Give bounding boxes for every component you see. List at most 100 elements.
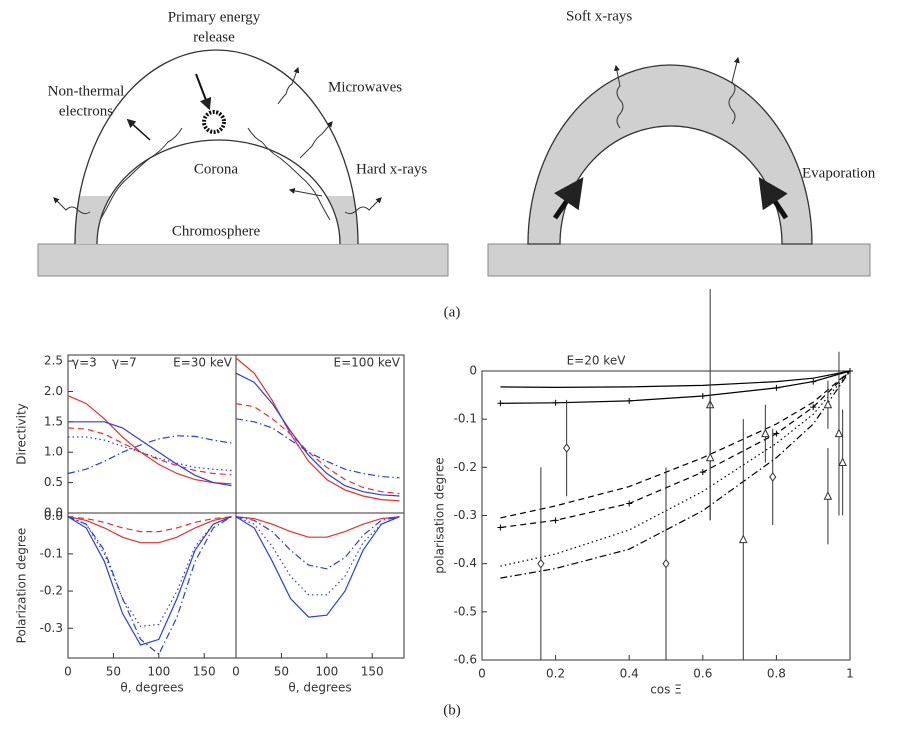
arrow xyxy=(288,187,323,197)
series-line xyxy=(67,516,232,544)
electron-path xyxy=(247,127,331,221)
ground xyxy=(37,243,449,277)
label: Non-thermal xyxy=(48,83,125,99)
xray-arrow xyxy=(728,56,740,125)
inner-loop xyxy=(96,139,341,245)
series-line xyxy=(68,436,232,472)
label: release xyxy=(193,29,235,45)
data-point xyxy=(705,452,715,462)
annotation: γ=7 xyxy=(112,356,137,370)
y-tick-label: -0.2 xyxy=(40,584,63,598)
series-line xyxy=(235,516,400,570)
series-line xyxy=(235,516,400,538)
x-tick-label: 0.6 xyxy=(693,667,712,681)
series-line xyxy=(500,370,851,389)
data-point xyxy=(823,491,833,500)
y-tick-label: -0.6 xyxy=(454,653,477,667)
point-marker xyxy=(773,430,780,437)
label: Evaporation xyxy=(802,165,876,181)
series-line xyxy=(235,516,400,618)
series-line xyxy=(68,421,232,487)
series-line xyxy=(67,516,232,533)
y-tick-label: -0.1 xyxy=(40,546,63,560)
annotation: E=30 keV xyxy=(173,356,233,370)
point-marker xyxy=(699,393,706,400)
series-line xyxy=(67,516,232,646)
point-marker xyxy=(552,517,559,524)
panel-label: (a) xyxy=(444,304,461,320)
xray-arrow xyxy=(344,197,382,215)
data-point xyxy=(838,457,847,467)
data-point xyxy=(537,558,545,569)
x-axis-label: cos Ξ xyxy=(650,683,682,697)
series-line xyxy=(235,403,400,495)
xray-arrow xyxy=(613,64,624,129)
data-point xyxy=(738,534,748,544)
y-tick-label: 0.5 xyxy=(44,475,63,489)
series-line xyxy=(235,357,400,502)
microwave-arrow xyxy=(299,121,333,159)
y-tick-label: 2.0 xyxy=(44,384,63,398)
y-tick-label: 1.0 xyxy=(44,445,63,459)
y-tick-label: -0.3 xyxy=(454,508,477,522)
loop xyxy=(527,64,813,245)
y-tick-label: -0.1 xyxy=(454,412,477,426)
energy-release xyxy=(202,110,226,134)
point-marker xyxy=(626,500,633,507)
series-line xyxy=(67,516,232,628)
data-point xyxy=(823,399,833,409)
point-marker xyxy=(810,404,817,411)
x-tick-label: 0.8 xyxy=(767,667,786,681)
label: Chromosphere xyxy=(172,223,261,239)
x-tick-label: 150 xyxy=(193,665,216,679)
x-tick-label: 1 xyxy=(846,667,854,681)
microwave-arrow xyxy=(277,66,300,105)
x-tick-label: 50 xyxy=(274,665,289,679)
x-tick-label: 0 xyxy=(478,667,486,681)
point-marker xyxy=(552,399,559,406)
point-marker xyxy=(497,524,504,531)
ground xyxy=(487,243,871,277)
y-axis-label: Polarization degree xyxy=(15,528,29,644)
evaporation-arrow xyxy=(552,177,584,220)
point-marker xyxy=(699,469,706,476)
y-tick-label: -0.2 xyxy=(454,460,477,474)
xray-arrow xyxy=(53,197,91,215)
plot-frame xyxy=(235,512,405,659)
data-point xyxy=(563,443,571,453)
point-marker xyxy=(773,384,780,391)
label: Soft x-rays xyxy=(566,8,632,24)
y-axis-label: Directivity xyxy=(15,403,29,465)
series-line xyxy=(67,427,232,476)
series-line xyxy=(500,370,851,579)
y-tick-label: -0.3 xyxy=(40,621,63,635)
data-point xyxy=(769,472,777,482)
label: Microwaves xyxy=(328,79,402,95)
data-point xyxy=(761,428,770,438)
panel-label: (b) xyxy=(443,702,461,718)
label: electrons xyxy=(59,103,113,119)
x-tick-label: 50 xyxy=(106,665,121,679)
point-marker xyxy=(626,397,633,404)
point-marker xyxy=(847,368,853,374)
annotation: E=100 keV xyxy=(334,356,401,370)
series-line xyxy=(500,370,851,529)
series-line xyxy=(235,372,400,497)
data-point xyxy=(662,558,670,569)
outer-loop xyxy=(74,49,359,245)
annotation: γ=3 xyxy=(72,356,97,370)
series-line xyxy=(67,435,232,475)
x-tick-label: 0 xyxy=(232,665,240,679)
plot-frame xyxy=(67,354,237,514)
series-line xyxy=(500,370,851,567)
y-tick-label: 0.0 xyxy=(44,509,63,523)
y-tick-label: 0 xyxy=(469,364,477,378)
flare-diagram-left: Primary energy release Non-thermal elect… xyxy=(37,9,449,277)
flare-diagram-right: Soft x-rays Evaporation xyxy=(487,8,876,277)
series-line xyxy=(67,516,232,656)
x-tick-label: 0.2 xyxy=(546,667,565,681)
chart-title: E=20 keV xyxy=(567,354,627,368)
y-tick-label: 0.0 xyxy=(44,506,63,520)
x-tick-label: 0.4 xyxy=(620,667,639,681)
